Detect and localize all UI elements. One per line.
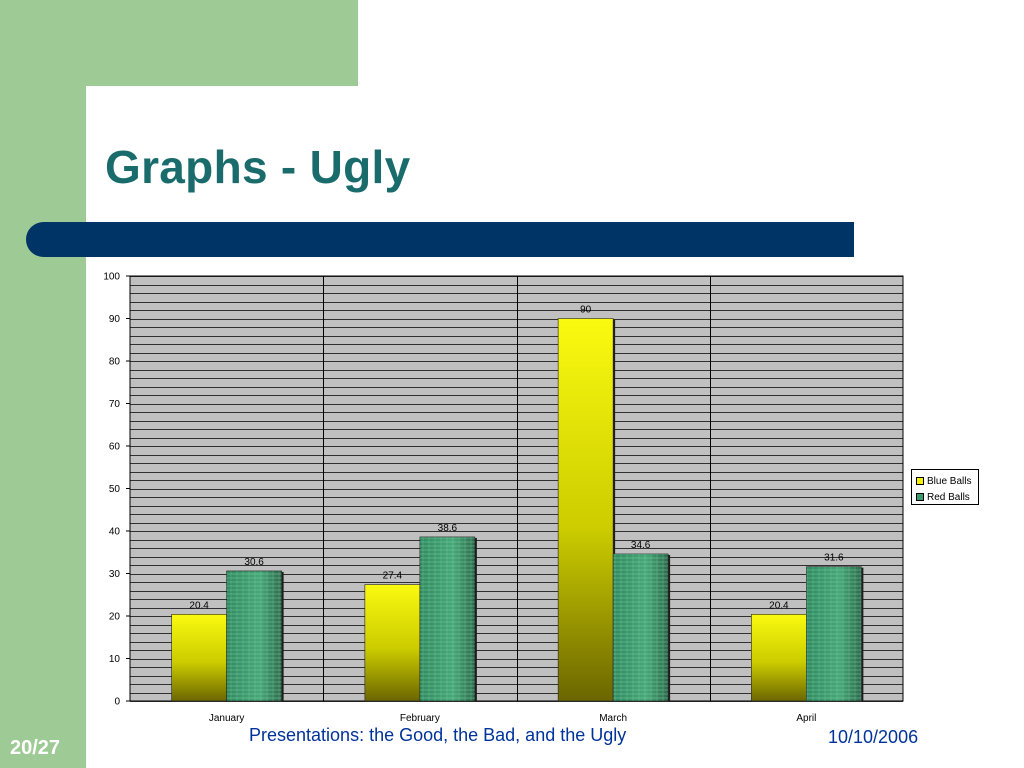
footer-presentation-title: Presentations: the Good, the Bad, and th… bbox=[249, 725, 627, 745]
legend-swatch-blue-balls bbox=[916, 477, 924, 485]
title-underline-band bbox=[26, 222, 854, 257]
x-category-label: February bbox=[400, 713, 440, 724]
y-tick-label: 90 bbox=[109, 314, 121, 325]
data-label: 31.6 bbox=[824, 553, 844, 564]
accent-bar-left bbox=[0, 0, 86, 768]
x-category-label: January bbox=[209, 713, 245, 724]
legend-label-blue-balls: Blue Balls bbox=[927, 475, 972, 487]
y-tick-label: 100 bbox=[103, 272, 120, 283]
legend-swatch-red-balls bbox=[916, 493, 924, 501]
page-number: 20/27 bbox=[10, 737, 61, 759]
legend-item-blue-balls: Blue Balls bbox=[916, 473, 978, 489]
y-tick-label: 10 bbox=[109, 654, 121, 665]
bar-blue-balls-february bbox=[364, 584, 421, 702]
data-label: 34.6 bbox=[631, 540, 651, 551]
bar-texture bbox=[226, 570, 282, 701]
bar-blue-balls-january bbox=[171, 613, 227, 702]
y-tick-label: 20 bbox=[109, 612, 121, 623]
y-tick-label: 60 bbox=[109, 442, 121, 453]
data-label: 27.4 bbox=[383, 571, 403, 582]
data-label: 38.6 bbox=[438, 523, 458, 534]
bar-blue-balls-april bbox=[751, 613, 807, 702]
bar-texture bbox=[613, 553, 669, 701]
slide-title: Graphs - Ugly bbox=[105, 141, 411, 193]
y-tick-label: 70 bbox=[109, 399, 121, 410]
bar-texture bbox=[806, 566, 862, 701]
x-category-label: April bbox=[796, 713, 816, 724]
legend-item-red-balls: Red Balls bbox=[916, 489, 978, 505]
data-label: 30.6 bbox=[244, 557, 264, 568]
data-label: 20.4 bbox=[189, 600, 209, 611]
y-tick-label: 80 bbox=[109, 357, 121, 368]
footer-date: 10/10/2006 bbox=[828, 727, 919, 747]
legend-label-red-balls: Red Balls bbox=[927, 491, 970, 503]
y-tick-label: 0 bbox=[114, 697, 120, 708]
y-tick-label: 30 bbox=[109, 569, 121, 580]
y-tick-label: 50 bbox=[109, 484, 121, 495]
chart-legend: Blue Balls Red Balls bbox=[911, 469, 979, 505]
y-tick-label: 40 bbox=[109, 527, 121, 538]
data-label: 20.4 bbox=[769, 600, 789, 611]
data-label: 90 bbox=[580, 305, 592, 316]
bar-texture bbox=[419, 536, 475, 701]
bar-blue-balls-march bbox=[557, 318, 614, 702]
x-category-label: March bbox=[599, 713, 627, 724]
